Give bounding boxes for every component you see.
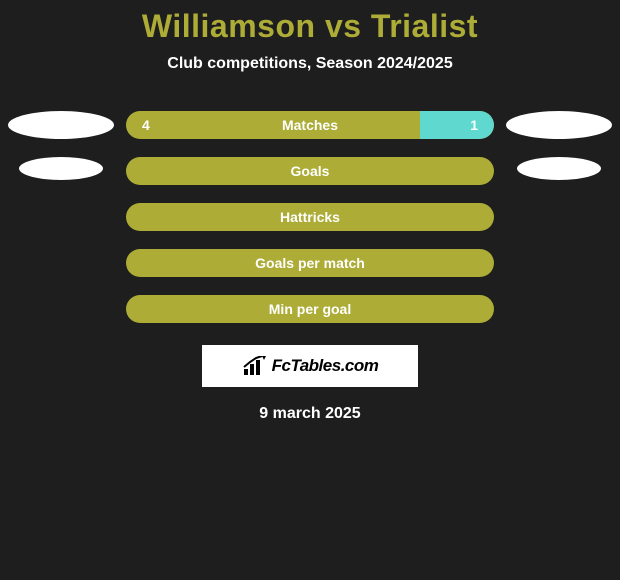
left-ellipse-container (8, 111, 114, 139)
stat-row-goals-per-match: Goals per match (8, 249, 612, 277)
right-ellipse-container (506, 203, 612, 231)
stat-rows: 4 Matches 1 Goals (0, 111, 620, 323)
barchart-icon (242, 356, 268, 376)
stat-bar: 4 Matches 1 (126, 111, 494, 139)
bar-value-right: 1 (470, 117, 478, 133)
stat-row-matches: 4 Matches 1 (8, 111, 612, 139)
bar-label: Hattricks (280, 209, 340, 225)
left-ellipse-container (8, 157, 114, 185)
subtitle: Club competitions, Season 2024/2025 (0, 55, 620, 73)
bar-label: Goals per match (255, 255, 365, 271)
right-ellipse (506, 111, 612, 139)
bar-label: Matches (282, 117, 338, 133)
left-ellipse-container (8, 295, 114, 323)
stat-bar: Goals (126, 157, 494, 185)
bar-label: Min per goal (269, 301, 351, 317)
bar-value-left: 4 (142, 117, 150, 133)
bar-label: Goals (291, 163, 330, 179)
comparison-infographic: Williamson vs Trialist Club competitions… (0, 0, 620, 423)
stat-row-min-per-goal: Min per goal (8, 295, 612, 323)
right-ellipse-container (506, 295, 612, 323)
fctables-logo-box: FcTables.com (202, 345, 418, 387)
right-ellipse-container (506, 157, 612, 185)
bar-fill-right (420, 111, 494, 139)
stat-bar: Min per goal (126, 295, 494, 323)
left-ellipse-container (8, 203, 114, 231)
stat-row-hattricks: Hattricks (8, 203, 612, 231)
page-title: Williamson vs Trialist (0, 8, 620, 45)
left-ellipse-container (8, 249, 114, 277)
right-ellipse-container (506, 111, 612, 139)
right-ellipse (517, 157, 601, 180)
left-ellipse (8, 111, 114, 139)
right-ellipse-container (506, 249, 612, 277)
left-ellipse (19, 157, 103, 180)
logo-text: FcTables.com (272, 356, 379, 376)
stat-bar: Hattricks (126, 203, 494, 231)
stat-row-goals: Goals (8, 157, 612, 185)
stat-bar: Goals per match (126, 249, 494, 277)
date-text: 9 march 2025 (0, 405, 620, 423)
